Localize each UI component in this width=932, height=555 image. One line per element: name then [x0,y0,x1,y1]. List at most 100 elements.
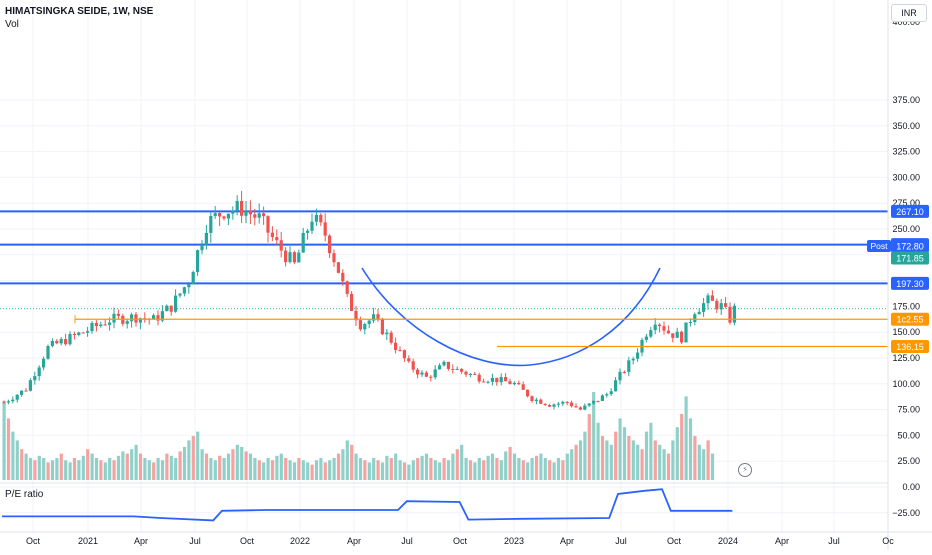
candle-body [552,404,556,407]
candle-body [411,361,415,370]
candle-body [257,213,261,218]
x-tick-label: Jul [828,536,840,546]
cup-curve[interactable] [361,267,661,367]
candle-body [77,332,81,335]
currency-button[interactable]: INR [891,4,927,22]
candle-body [490,377,494,382]
x-tick-label: Oct [667,536,682,546]
volume-bar [310,464,314,480]
candle-body [11,399,15,402]
volume-bar [160,460,165,480]
x-tick-label: 2023 [504,536,524,546]
volume-bar [495,458,499,480]
candle-body [446,361,450,369]
volume-bar [59,453,63,480]
volume-bar [319,458,323,480]
tag-197.30: 197.30 [891,276,929,290]
volume-bar [548,460,552,480]
candle-body [693,314,697,323]
volume-bar [314,460,319,480]
x-tick-label: 2024 [718,536,738,546]
time-axis[interactable]: Oct 2021 Apr Jul Oct 2022 Apr Jul Oct 2023 Apr Jul O… [0,531,932,546]
candle-body [328,235,332,254]
candle-body [204,232,208,245]
volume-bar [499,460,503,480]
horizontal-lines[interactable] [0,210,888,324]
symbol-title: HIMATSINGKA SEIDE, 1W, NSE [5,6,154,17]
candle-body [314,214,318,222]
price-axis[interactable]: 375.00350.00325.00300.00275.00250.00225.… [887,0,932,550]
volume-bar [627,436,631,480]
volume-bar [200,449,204,480]
candle-body [28,380,32,391]
volume-bar [169,455,173,480]
volume-bar [693,436,697,480]
y-tick-label: 175.00 [892,301,920,311]
volume-bar [618,418,622,480]
volume-bar [512,453,517,480]
x-tick-label: Oct [26,536,41,546]
volume-bar [297,458,301,480]
candle-body [33,376,37,381]
volume-bar [138,453,143,480]
volume-bar [209,458,213,480]
volume-bar [341,449,345,480]
candle-body [468,373,472,375]
candle-body [499,377,503,383]
volume-bar [565,453,569,480]
volume-bar [42,458,46,480]
post-label-bg [867,240,891,252]
volume-bar [411,460,415,480]
candles [2,190,736,411]
volume-bar [77,460,81,480]
x-tick-label: Apr [775,536,789,546]
candle-body [174,295,178,312]
price-tags: 267.10234.90197.301c2.55136.15Post172.80… [867,204,929,353]
volume-bar [508,447,512,480]
candle-body [6,401,10,403]
volume-bar [279,453,283,480]
candle-body [666,330,670,334]
volume-bar [543,458,547,480]
lightning-icon[interactable]: ⚡ [738,463,752,477]
pe-title: P/E ratio [5,489,44,500]
candle-body [50,340,54,347]
candle-body [688,322,692,324]
candle-body [363,324,367,330]
volume-bar [156,458,160,480]
tag-post-price: 172.80 [891,239,929,253]
candle-body [416,369,420,375]
volume-bar [235,444,239,480]
volume-bar [350,444,354,480]
candle-body [90,323,94,332]
candle-body [191,272,195,285]
volume-bar [622,427,627,480]
volume-bar [477,458,481,480]
x-tick-label: Oct [453,536,468,546]
candle-body [438,365,442,370]
candle-body [649,330,653,337]
candle-body [165,305,169,312]
volume-bar [574,444,578,480]
volume-bar [460,444,464,480]
volume-bar [389,458,393,480]
volume-bar [561,460,565,480]
candle-body [81,332,85,334]
y-tick-label: 325.00 [892,147,920,157]
tag-last-price-text: 171.85 [896,254,924,264]
volume-bar [204,453,209,480]
volume-bar [446,460,451,480]
candle-body [200,244,204,251]
pe-ratio-line [2,488,733,522]
candle-body [627,360,631,372]
volume-bar [684,396,688,480]
volume-bar [231,449,235,480]
candle-body [125,321,129,324]
candle-body [622,371,626,373]
candle-body [473,373,477,375]
y-tick-label: 250.00 [892,224,920,234]
y-tick-label: −25.00 [892,508,920,518]
candle-body [72,333,76,335]
